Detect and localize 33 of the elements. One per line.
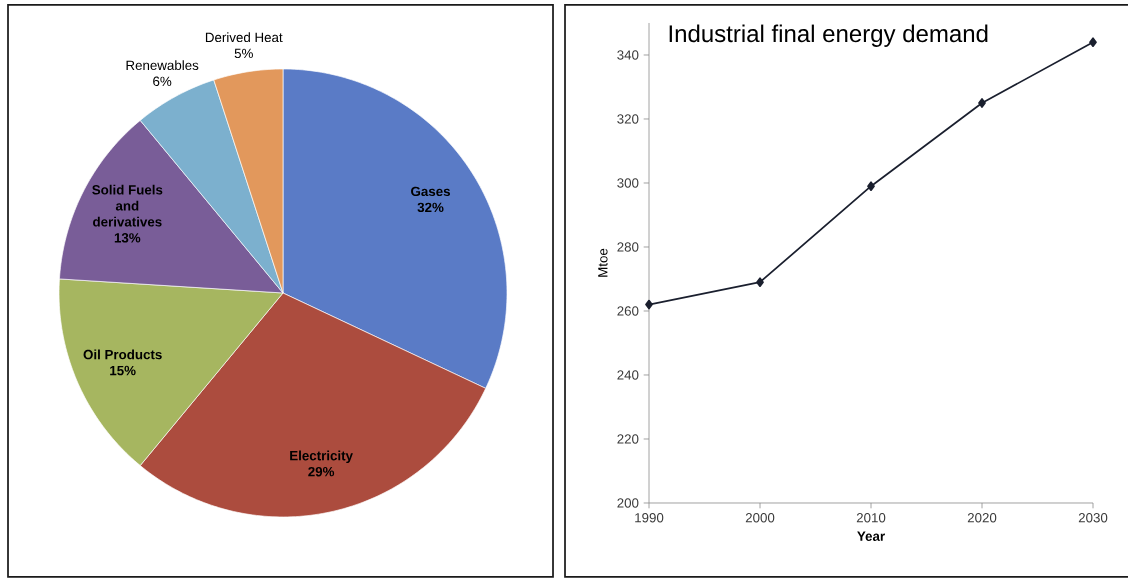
point [645,299,653,310]
data-label: 5% [234,48,253,59]
x-tick-label: 2020 [967,513,997,523]
point [978,98,986,108]
y-axis-title: Mtoe [598,248,608,277]
data-label: 15% [110,365,136,376]
data-label: 29% [308,466,335,477]
data-label: 6% [153,76,172,87]
y-tick-label: 280 [617,242,639,252]
x-axis-title: Year [857,531,885,541]
slice-label: Derived Heat [205,32,283,43]
y-tick-label: 220 [617,434,639,444]
data-label: 32% [417,202,444,213]
y-tick-label: 340 [617,50,639,60]
y-tick-label: 300 [617,178,639,188]
x-tick-label: 1990 [635,513,664,523]
point [756,277,764,288]
y-tick-label: 200 [617,498,639,508]
x-tick-label: 2010 [856,513,886,523]
y-tick-label: 320 [617,114,639,124]
slice-label: Gases [411,186,451,197]
point [867,181,875,192]
data-label: 13% [114,233,141,243]
slice-label: Oil Products [83,349,162,360]
y-tick-label: 260 [617,306,639,316]
x-tick-label: 2000 [745,513,775,523]
y-tick-label: 240 [617,370,639,380]
slice-label: Electricity [290,450,353,464]
x-tick-label: 2030 [1078,513,1108,523]
chart-title: Industrial final energy demand [669,24,988,47]
point [1089,37,1097,48]
slice-label: Renewables [126,60,199,71]
slice-label: Solid Fuels and derivatives [92,184,163,227]
